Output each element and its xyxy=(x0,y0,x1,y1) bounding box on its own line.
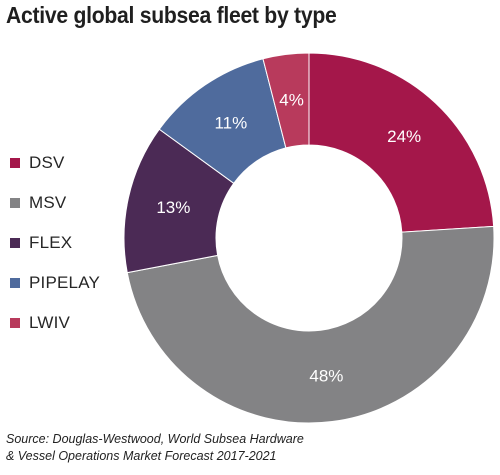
legend-item-flex: FLEX xyxy=(10,223,100,263)
slice-lwiv xyxy=(262,52,310,149)
chart-title: Active global subsea fleet by type xyxy=(6,2,337,28)
legend-item-lwiv: LWIV xyxy=(10,303,100,343)
legend-swatch-msv xyxy=(10,198,20,208)
legend-label-dsv: DSV xyxy=(29,153,65,172)
data-label-dsv: 24% xyxy=(387,127,421,146)
source-line-1: Source: Douglas-Westwood, World Subsea H… xyxy=(6,432,304,446)
legend-item-pipelay: PIPELAY xyxy=(10,263,100,303)
legend-item-msv: MSV xyxy=(10,183,100,223)
source-line-2: & Vessel Operations Market Forecast 2017… xyxy=(6,449,277,463)
legend-swatch-pipelay xyxy=(10,278,20,288)
legend-label-flex: FLEX xyxy=(29,233,73,252)
legend-swatch-dsv xyxy=(10,158,20,168)
legend-label-msv: MSV xyxy=(29,193,67,212)
chart-legend: DSV MSV FLEX PIPELAY LWIV xyxy=(10,143,100,343)
legend-swatch-flex xyxy=(10,238,20,248)
data-label-lwiv: 4% xyxy=(279,91,304,110)
legend-label-lwiv: LWIV xyxy=(29,313,71,332)
legend-swatch-lwiv xyxy=(10,318,20,328)
slice-dsv xyxy=(308,52,495,233)
data-label-pipelay: 11% xyxy=(214,114,247,133)
slice-msv xyxy=(126,225,495,424)
source-note: Source: Douglas-Westwood, World Subsea H… xyxy=(6,431,304,465)
legend-label-pipelay: PIPELAY xyxy=(29,273,101,292)
legend-item-dsv: DSV xyxy=(10,143,100,183)
data-label-flex: 13% xyxy=(156,198,190,217)
data-label-msv: 48% xyxy=(309,366,343,385)
